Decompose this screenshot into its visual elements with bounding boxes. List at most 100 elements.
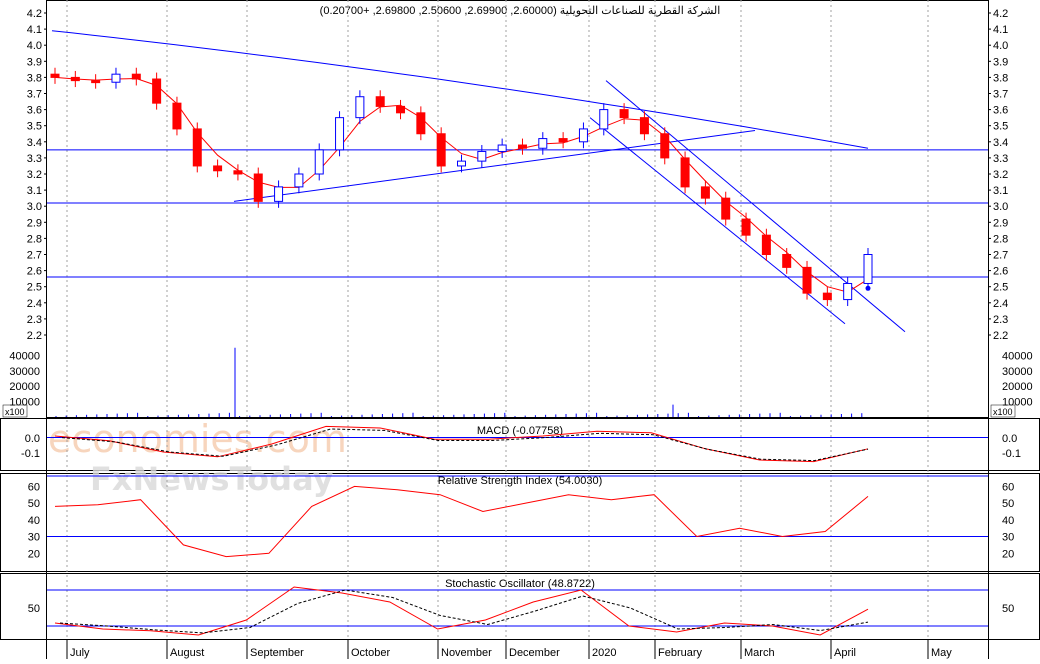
- price-ytick-left: 2.2: [27, 330, 42, 342]
- candle-down: [741, 218, 751, 236]
- rising-trendline: [233, 130, 756, 202]
- candle-up: [355, 96, 365, 119]
- price-ytick-left: 3.3: [27, 153, 42, 165]
- candle-down: [619, 109, 629, 119]
- price-ytick-right: 3.5: [993, 121, 1008, 133]
- macd-ytick-left: -0.1: [21, 448, 40, 460]
- rsi-title: Relative Strength Index (54.0030): [438, 475, 603, 487]
- candle-down: [802, 266, 812, 294]
- price-ytick-left: 3.7: [27, 89, 42, 101]
- price-ytick-left: 2.7: [27, 250, 42, 262]
- candle-up: [843, 282, 853, 301]
- candle-up: [599, 109, 609, 130]
- volume-ytick-left: 20000: [9, 381, 40, 393]
- price-ytick-right: 3.8: [993, 72, 1008, 84]
- price-ytick-left: 2.6: [27, 266, 42, 278]
- price-ytick-right: 2.6: [993, 266, 1008, 278]
- candle-down: [213, 165, 223, 172]
- price-ytick-right: 2.8: [993, 233, 1008, 245]
- x-month-label: July: [70, 647, 90, 659]
- price-ytick-right: 2.2: [993, 330, 1008, 342]
- stoch-ytick-right: 50: [1002, 603, 1014, 615]
- price-ytick-left: 3.1: [27, 185, 42, 197]
- candle-up: [294, 173, 304, 188]
- stoch-k-line: [54, 586, 869, 636]
- price-ytick-left: 2.5: [27, 282, 42, 294]
- x-month-label: December: [509, 647, 560, 659]
- x-month-label: May: [931, 647, 952, 659]
- candle-down: [152, 78, 162, 104]
- rsi-ytick-right: 60: [1002, 481, 1014, 493]
- price-ytick-right: 2.7: [993, 250, 1008, 262]
- candle-down: [50, 73, 60, 78]
- price-ytick-right: 4.0: [993, 40, 1008, 52]
- volume-ytick-right: 10000: [1002, 397, 1033, 409]
- stoch-d-line: [59, 589, 869, 634]
- candle-down: [436, 133, 446, 167]
- price-ytick-right: 4.1: [993, 24, 1008, 36]
- price-ytick-right: 4.2: [993, 8, 1008, 20]
- candle-down: [396, 105, 406, 114]
- price-ytick-right: 3.0: [993, 201, 1008, 213]
- candle-up: [497, 144, 507, 152]
- price-ytick-left: 3.2: [27, 169, 42, 181]
- volume-ytick-left: 40000: [9, 350, 40, 362]
- volume-ytick-left: 10000: [9, 397, 40, 409]
- macd-signal-line: [61, 428, 869, 462]
- price-ytick-right: 3.1: [993, 185, 1008, 197]
- rsi-line: [54, 485, 869, 558]
- volume-unit-left: x100: [5, 407, 25, 417]
- candle-down: [375, 96, 385, 107]
- price-ytick-right: 2.5: [993, 282, 1008, 294]
- candle-up: [538, 138, 548, 149]
- macd-ytick-right: 0.0: [1002, 433, 1017, 445]
- price-ytick-left: 2.3: [27, 314, 42, 326]
- candle-up: [863, 254, 873, 284]
- candle-down: [761, 234, 771, 255]
- candle-down: [700, 186, 710, 199]
- candle-down: [253, 173, 263, 202]
- volume-ytick-right: 30000: [1002, 366, 1033, 378]
- price-ytick-left: 2.9: [27, 217, 42, 229]
- candle-down: [192, 128, 202, 167]
- long-moving-average-line: [51, 30, 869, 149]
- candle-up: [578, 128, 588, 143]
- volume-ytick-left: 30000: [9, 366, 40, 378]
- volume-unit-right: x100: [993, 407, 1013, 417]
- rsi-ytick-left: 20: [28, 548, 40, 560]
- rsi-ytick-left: 60: [28, 481, 40, 493]
- macd-line: [54, 425, 869, 463]
- candle-down: [416, 112, 426, 135]
- price-ytick-left: 3.0: [27, 201, 42, 213]
- rsi-ytick-left: 30: [28, 532, 40, 544]
- candle-up: [274, 186, 284, 202]
- candle-down: [558, 138, 568, 143]
- rsi-ytick-right: 50: [1002, 498, 1014, 510]
- candle-down: [131, 73, 141, 80]
- candle-up: [314, 149, 324, 175]
- rsi-ytick-right: 30: [1002, 532, 1014, 544]
- price-ytick-right: 2.4: [993, 298, 1008, 310]
- candle-up: [335, 117, 345, 151]
- price-ytick-right: 3.6: [993, 105, 1008, 117]
- price-ytick-left: 2.4: [27, 298, 42, 310]
- x-month-label: March: [744, 647, 775, 659]
- candle-down: [822, 292, 832, 301]
- macd-title: MACD (-0.07758): [477, 425, 563, 437]
- price-ytick-right: 3.3: [993, 153, 1008, 165]
- rsi-ytick-left: 50: [28, 498, 40, 510]
- stoch-title: Stochastic Oscillator (48.8722): [445, 578, 595, 590]
- rsi-ytick-left: 40: [28, 515, 40, 527]
- volume-ytick-right: 40000: [1002, 350, 1033, 362]
- rsi-ytick-right: 20: [1002, 548, 1014, 560]
- x-month-label: August: [170, 647, 204, 659]
- price-ytick-left: 3.8: [27, 72, 42, 84]
- price-ytick-right: 3.7: [993, 89, 1008, 101]
- x-month-label: February: [658, 647, 703, 659]
- price-panel-frame: [46, 0, 989, 418]
- price-ytick-left: 4.2: [27, 8, 42, 20]
- price-ytick-left: 3.4: [27, 137, 42, 149]
- candle-down: [70, 76, 80, 82]
